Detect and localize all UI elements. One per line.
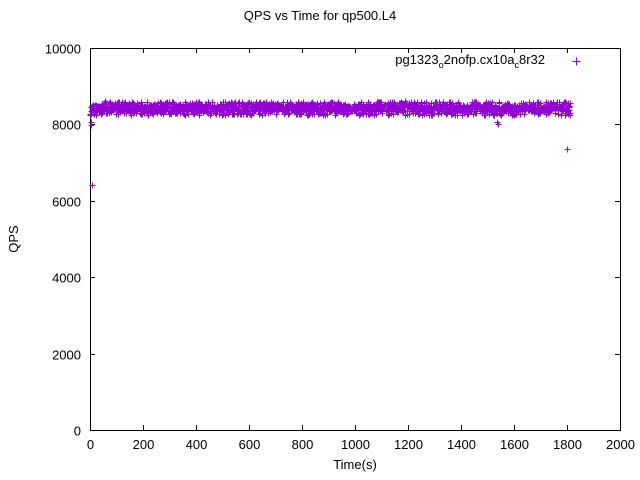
x-tick-label: 2000 (606, 437, 635, 452)
chart-title: QPS vs Time for qp500.L4 (243, 8, 397, 23)
legend-subscript: c (514, 60, 519, 70)
data-point-marker (526, 99, 533, 106)
data-point-marker (564, 146, 571, 153)
legend-subscript: o (439, 60, 444, 70)
legend-text-part: 2nofp.cx10a (444, 52, 516, 67)
legend-text-part: pg1323 (395, 52, 438, 67)
data-point-marker (273, 111, 280, 118)
legend-marker-icon (572, 57, 581, 66)
data-point-marker (555, 111, 562, 118)
y-tick-label: 0 (74, 424, 81, 439)
y-tick-label: 10000 (45, 42, 81, 57)
data-point-marker (567, 100, 574, 107)
data-point-marker (138, 99, 145, 106)
x-tick-labels: 0 200 400 600 800 1000 1200 1400 1600 1800 2000 (87, 437, 635, 452)
data-point-marker (222, 112, 229, 119)
x-axis-title: Time(s) (333, 457, 377, 472)
data-point-marker (182, 112, 189, 119)
x-axis-ticks (90, 48, 621, 430)
data-point-marker (572, 57, 581, 66)
data-point-marker (495, 121, 502, 128)
x-tick-label: 1200 (394, 437, 423, 452)
x-tick-label: 400 (186, 437, 208, 452)
x-tick-label: 800 (292, 437, 314, 452)
data-point-marker (496, 100, 503, 107)
data-point-marker (89, 182, 96, 189)
x-tick-label: 1000 (341, 437, 370, 452)
data-point-marker (321, 99, 328, 106)
y-tick-label: 4000 (52, 271, 81, 286)
legend-entry-label: pg1323o2nofp.cx10ac8r32 (395, 52, 545, 70)
data-point-marker (455, 99, 462, 106)
x-tick-label: 1600 (500, 437, 529, 452)
plot-axes: 0 200 400 600 800 1000 1200 1400 1600 1800 2000 0 2… (45, 42, 635, 453)
data-point-marker (530, 100, 537, 107)
y-axis-ticks (90, 48, 620, 431)
data-point-marker (431, 110, 438, 117)
data-point-marker (406, 111, 413, 118)
y-tick-label: 8000 (52, 118, 81, 133)
x-tick-label: 0 (87, 437, 94, 452)
data-point-marker (287, 100, 294, 107)
plot-legend: pg1323o2nofp.cx10ac8r32 (395, 52, 581, 70)
data-point-marker (567, 110, 574, 117)
y-tick-labels: 0 2000 4000 6000 8000 10000 (45, 42, 81, 439)
x-tick-label: 1400 (447, 437, 476, 452)
data-point-marker (88, 122, 95, 129)
data-point-marker (285, 111, 292, 118)
y-tick-label: 2000 (52, 348, 81, 363)
x-tick-label: 1800 (553, 437, 582, 452)
data-point-marker (344, 111, 351, 118)
data-point-marker (256, 111, 263, 118)
data-point-marker (144, 99, 151, 106)
y-axis-title: QPS (6, 225, 21, 253)
data-point-marker (378, 99, 385, 106)
data-point-marker (122, 99, 129, 106)
data-point-marker (537, 100, 544, 107)
data-point-marker (566, 103, 573, 110)
data-point-marker (93, 112, 100, 119)
data-point-marker (552, 110, 559, 117)
data-point-marker (562, 99, 569, 106)
x-tick-label: 600 (239, 437, 261, 452)
x-tick-label: 200 (133, 437, 155, 452)
data-point-marker (185, 111, 192, 118)
legend-text-part: 8r32 (519, 52, 545, 67)
data-point-marker (482, 112, 489, 119)
data-series-points (87, 98, 574, 189)
y-tick-label: 6000 (52, 195, 81, 210)
